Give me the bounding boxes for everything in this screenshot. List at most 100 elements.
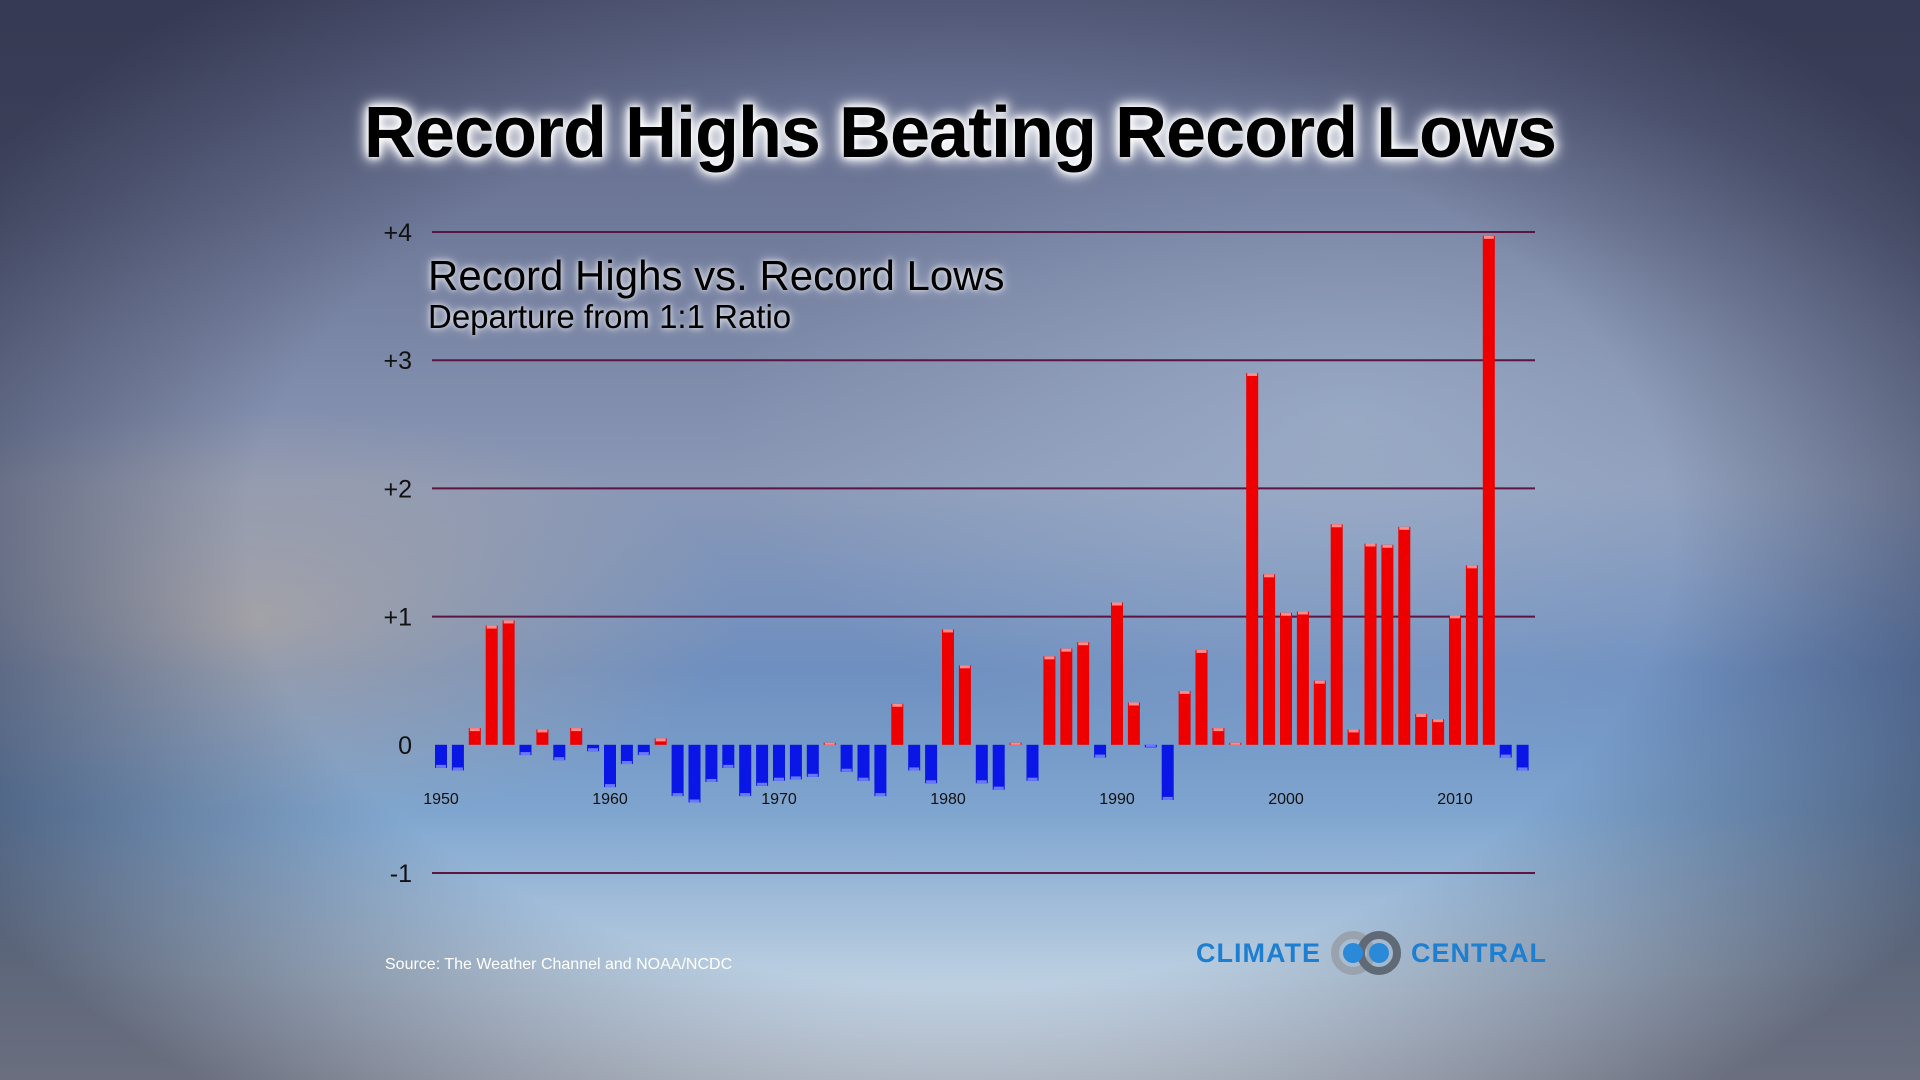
x-tick-label: 1960 <box>592 791 628 808</box>
bar-cap-1966 <box>706 778 717 782</box>
bar-1954 <box>502 620 515 745</box>
bar-cap-1969 <box>757 782 768 786</box>
bar-cap-2013 <box>1500 754 1511 758</box>
bar-cap-1960 <box>605 784 615 788</box>
bar-cap-1990 <box>1112 602 1122 606</box>
bar-cap-1974 <box>841 768 852 772</box>
y-tick-labels: +4 +3 +2 +1 0 -1 <box>383 219 412 888</box>
bar-cap-1999 <box>1264 574 1275 578</box>
bar-2013 <box>1499 744 1512 758</box>
bar-cap-2005 <box>1365 543 1376 547</box>
bar-2012 <box>1482 235 1495 745</box>
bar-1993 <box>1161 744 1174 800</box>
bar-1998 <box>1246 373 1259 745</box>
bars <box>435 235 1529 803</box>
bar-cap-2000 <box>1281 612 1291 616</box>
bar-cap-1997 <box>1230 742 1241 745</box>
bar-1967 <box>722 744 735 768</box>
climate-central-logo: CLIMATE CENTRAL <box>1196 928 1547 978</box>
bar-1971 <box>789 744 802 780</box>
bar-cap-1996 <box>1213 728 1224 732</box>
bar-cap-1955 <box>520 752 531 756</box>
bar-cap-1950 <box>436 764 446 768</box>
gridlines <box>432 231 1535 874</box>
bar-1988 <box>1077 642 1090 745</box>
bar-cap-1978 <box>909 767 920 771</box>
x-tick-label: 1990 <box>1099 791 1135 808</box>
bar-1983 <box>992 744 1005 790</box>
page-title: Record Highs Beating Record Lows <box>363 93 1557 173</box>
bar-cap-1982 <box>976 780 987 784</box>
bar-cap-1994 <box>1179 690 1190 694</box>
bar-1963 <box>654 738 667 745</box>
bar-1981 <box>958 665 971 745</box>
bar-2008 <box>1415 714 1428 745</box>
bar-1952 <box>468 728 481 745</box>
bar-cap-1962 <box>638 752 649 756</box>
bar-cap-1984 <box>1010 742 1021 745</box>
bar-1962 <box>637 744 650 756</box>
chart-title: Record Highs vs. Record Lows <box>428 252 1005 299</box>
bar-2010 <box>1449 615 1461 745</box>
x-tick-label: 1950 <box>423 791 459 808</box>
bar-1966 <box>705 744 718 782</box>
logo-text-left: CLIMATE <box>1196 937 1321 968</box>
bar-1987 <box>1060 648 1073 745</box>
bar-cap-1976 <box>875 793 886 797</box>
bar-1955 <box>519 744 532 756</box>
bar-1970 <box>773 744 785 781</box>
bar-cap-1953 <box>486 625 497 629</box>
bar-1957 <box>553 744 566 761</box>
x-tick-label: 1980 <box>930 791 966 808</box>
x-tick-labels: 1950 1960 1970 1980 1990 2000 2010 <box>423 791 1473 808</box>
x-tick-label: 1970 <box>761 791 797 808</box>
bar-cap-1959 <box>588 748 599 752</box>
bar-cap-1977 <box>892 703 903 707</box>
bar-cap-1991 <box>1128 702 1139 706</box>
bar-2000 <box>1280 612 1292 745</box>
bar-cap-1995 <box>1196 649 1207 653</box>
bar-1979 <box>925 744 938 784</box>
bar-1956 <box>536 729 549 745</box>
x-tick-label: 2000 <box>1268 791 1304 808</box>
bar-cap-1970 <box>774 777 784 781</box>
bar-2004 <box>1347 729 1360 745</box>
bar-cap-1989 <box>1095 754 1106 758</box>
bar-cap-1968 <box>740 793 751 797</box>
bar-cap-1961 <box>621 761 632 765</box>
bar-cap-1967 <box>723 764 734 768</box>
bar-2006 <box>1381 544 1394 745</box>
bar-1951 <box>451 744 464 771</box>
bar-cap-2014 <box>1517 767 1528 771</box>
bar-1950 <box>435 744 447 768</box>
bar-cap-2012 <box>1483 235 1494 239</box>
bar-cap-1983 <box>993 786 1004 790</box>
bar-2009 <box>1432 719 1445 745</box>
bar-cap-1964 <box>672 793 683 797</box>
bar-cap-2006 <box>1382 544 1393 548</box>
bar-2001 <box>1296 611 1309 745</box>
bar-cap-1956 <box>537 729 548 733</box>
bar-cap-1998 <box>1247 373 1258 377</box>
bar-1974 <box>840 744 853 772</box>
bar-1994 <box>1178 690 1191 745</box>
bar-cap-2009 <box>1433 719 1444 723</box>
bar-cap-1951 <box>452 767 463 771</box>
bar-cap-1952 <box>469 728 480 732</box>
bar-cap-1992 <box>1145 744 1156 747</box>
bar-cap-1954 <box>503 620 514 624</box>
bar-1990 <box>1111 602 1123 745</box>
bar-1986 <box>1043 656 1056 745</box>
bar-cap-1993 <box>1162 796 1173 800</box>
bar-1965 <box>688 744 701 803</box>
y-tick-label: +1 <box>383 604 412 632</box>
bar-1976 <box>874 744 887 797</box>
y-tick-label: 0 <box>398 732 412 760</box>
bar-1959 <box>587 744 600 752</box>
bar-1958 <box>570 728 583 745</box>
bar-cap-1972 <box>807 773 818 777</box>
bar-cap-1971 <box>790 776 801 780</box>
bar-1985 <box>1026 744 1039 781</box>
bar-1960 <box>604 744 616 788</box>
